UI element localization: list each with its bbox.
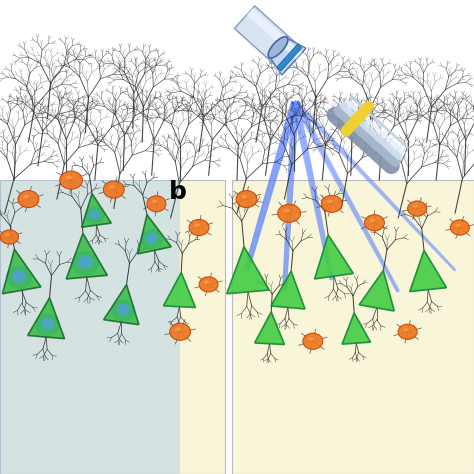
Ellipse shape — [89, 210, 100, 219]
Polygon shape — [293, 100, 456, 271]
Ellipse shape — [41, 318, 54, 330]
Polygon shape — [271, 271, 305, 309]
Polygon shape — [66, 233, 107, 279]
Ellipse shape — [365, 215, 384, 231]
Ellipse shape — [35, 314, 60, 336]
Ellipse shape — [109, 185, 115, 189]
Ellipse shape — [398, 324, 417, 339]
Ellipse shape — [0, 230, 18, 244]
Ellipse shape — [6, 266, 32, 289]
Ellipse shape — [5, 234, 10, 237]
Polygon shape — [359, 271, 394, 311]
Polygon shape — [2, 249, 41, 294]
Polygon shape — [342, 313, 371, 344]
Polygon shape — [282, 102, 299, 292]
Ellipse shape — [241, 195, 247, 198]
Polygon shape — [104, 284, 139, 325]
Polygon shape — [244, 100, 300, 271]
Polygon shape — [138, 215, 171, 254]
Ellipse shape — [78, 255, 93, 269]
Polygon shape — [235, 6, 304, 73]
Ellipse shape — [450, 220, 469, 235]
Polygon shape — [246, 8, 302, 59]
Ellipse shape — [117, 303, 130, 315]
Ellipse shape — [85, 206, 105, 224]
Ellipse shape — [412, 205, 418, 208]
Ellipse shape — [140, 229, 163, 249]
Ellipse shape — [170, 323, 191, 340]
Ellipse shape — [308, 337, 314, 340]
Polygon shape — [27, 298, 64, 338]
Bar — [0, 180, 225, 474]
Polygon shape — [292, 101, 334, 280]
Ellipse shape — [455, 224, 461, 227]
Ellipse shape — [278, 204, 301, 222]
Ellipse shape — [72, 251, 99, 276]
Ellipse shape — [111, 300, 135, 321]
Polygon shape — [292, 100, 400, 292]
Ellipse shape — [268, 36, 288, 58]
Ellipse shape — [303, 333, 323, 349]
Ellipse shape — [370, 219, 375, 222]
Ellipse shape — [327, 200, 333, 203]
Ellipse shape — [403, 328, 409, 331]
Ellipse shape — [321, 195, 342, 212]
Ellipse shape — [175, 328, 181, 331]
Ellipse shape — [189, 219, 209, 236]
Ellipse shape — [408, 201, 427, 216]
Ellipse shape — [204, 281, 210, 283]
Polygon shape — [410, 250, 447, 292]
Ellipse shape — [146, 232, 158, 244]
Ellipse shape — [23, 195, 29, 198]
Ellipse shape — [147, 196, 166, 212]
Polygon shape — [255, 312, 284, 345]
Polygon shape — [82, 193, 111, 227]
Polygon shape — [270, 38, 306, 75]
Ellipse shape — [194, 224, 200, 227]
Polygon shape — [227, 246, 269, 294]
Ellipse shape — [283, 209, 290, 212]
Text: b: b — [169, 180, 187, 204]
Ellipse shape — [199, 277, 218, 292]
Polygon shape — [164, 273, 195, 308]
Ellipse shape — [12, 270, 26, 283]
Ellipse shape — [60, 171, 82, 189]
Polygon shape — [315, 235, 353, 279]
Ellipse shape — [18, 191, 39, 208]
Ellipse shape — [236, 191, 257, 208]
Ellipse shape — [65, 175, 72, 179]
Bar — [232, 180, 474, 474]
Bar — [0, 180, 180, 474]
Ellipse shape — [103, 181, 124, 198]
Ellipse shape — [152, 200, 157, 203]
Polygon shape — [277, 44, 302, 71]
